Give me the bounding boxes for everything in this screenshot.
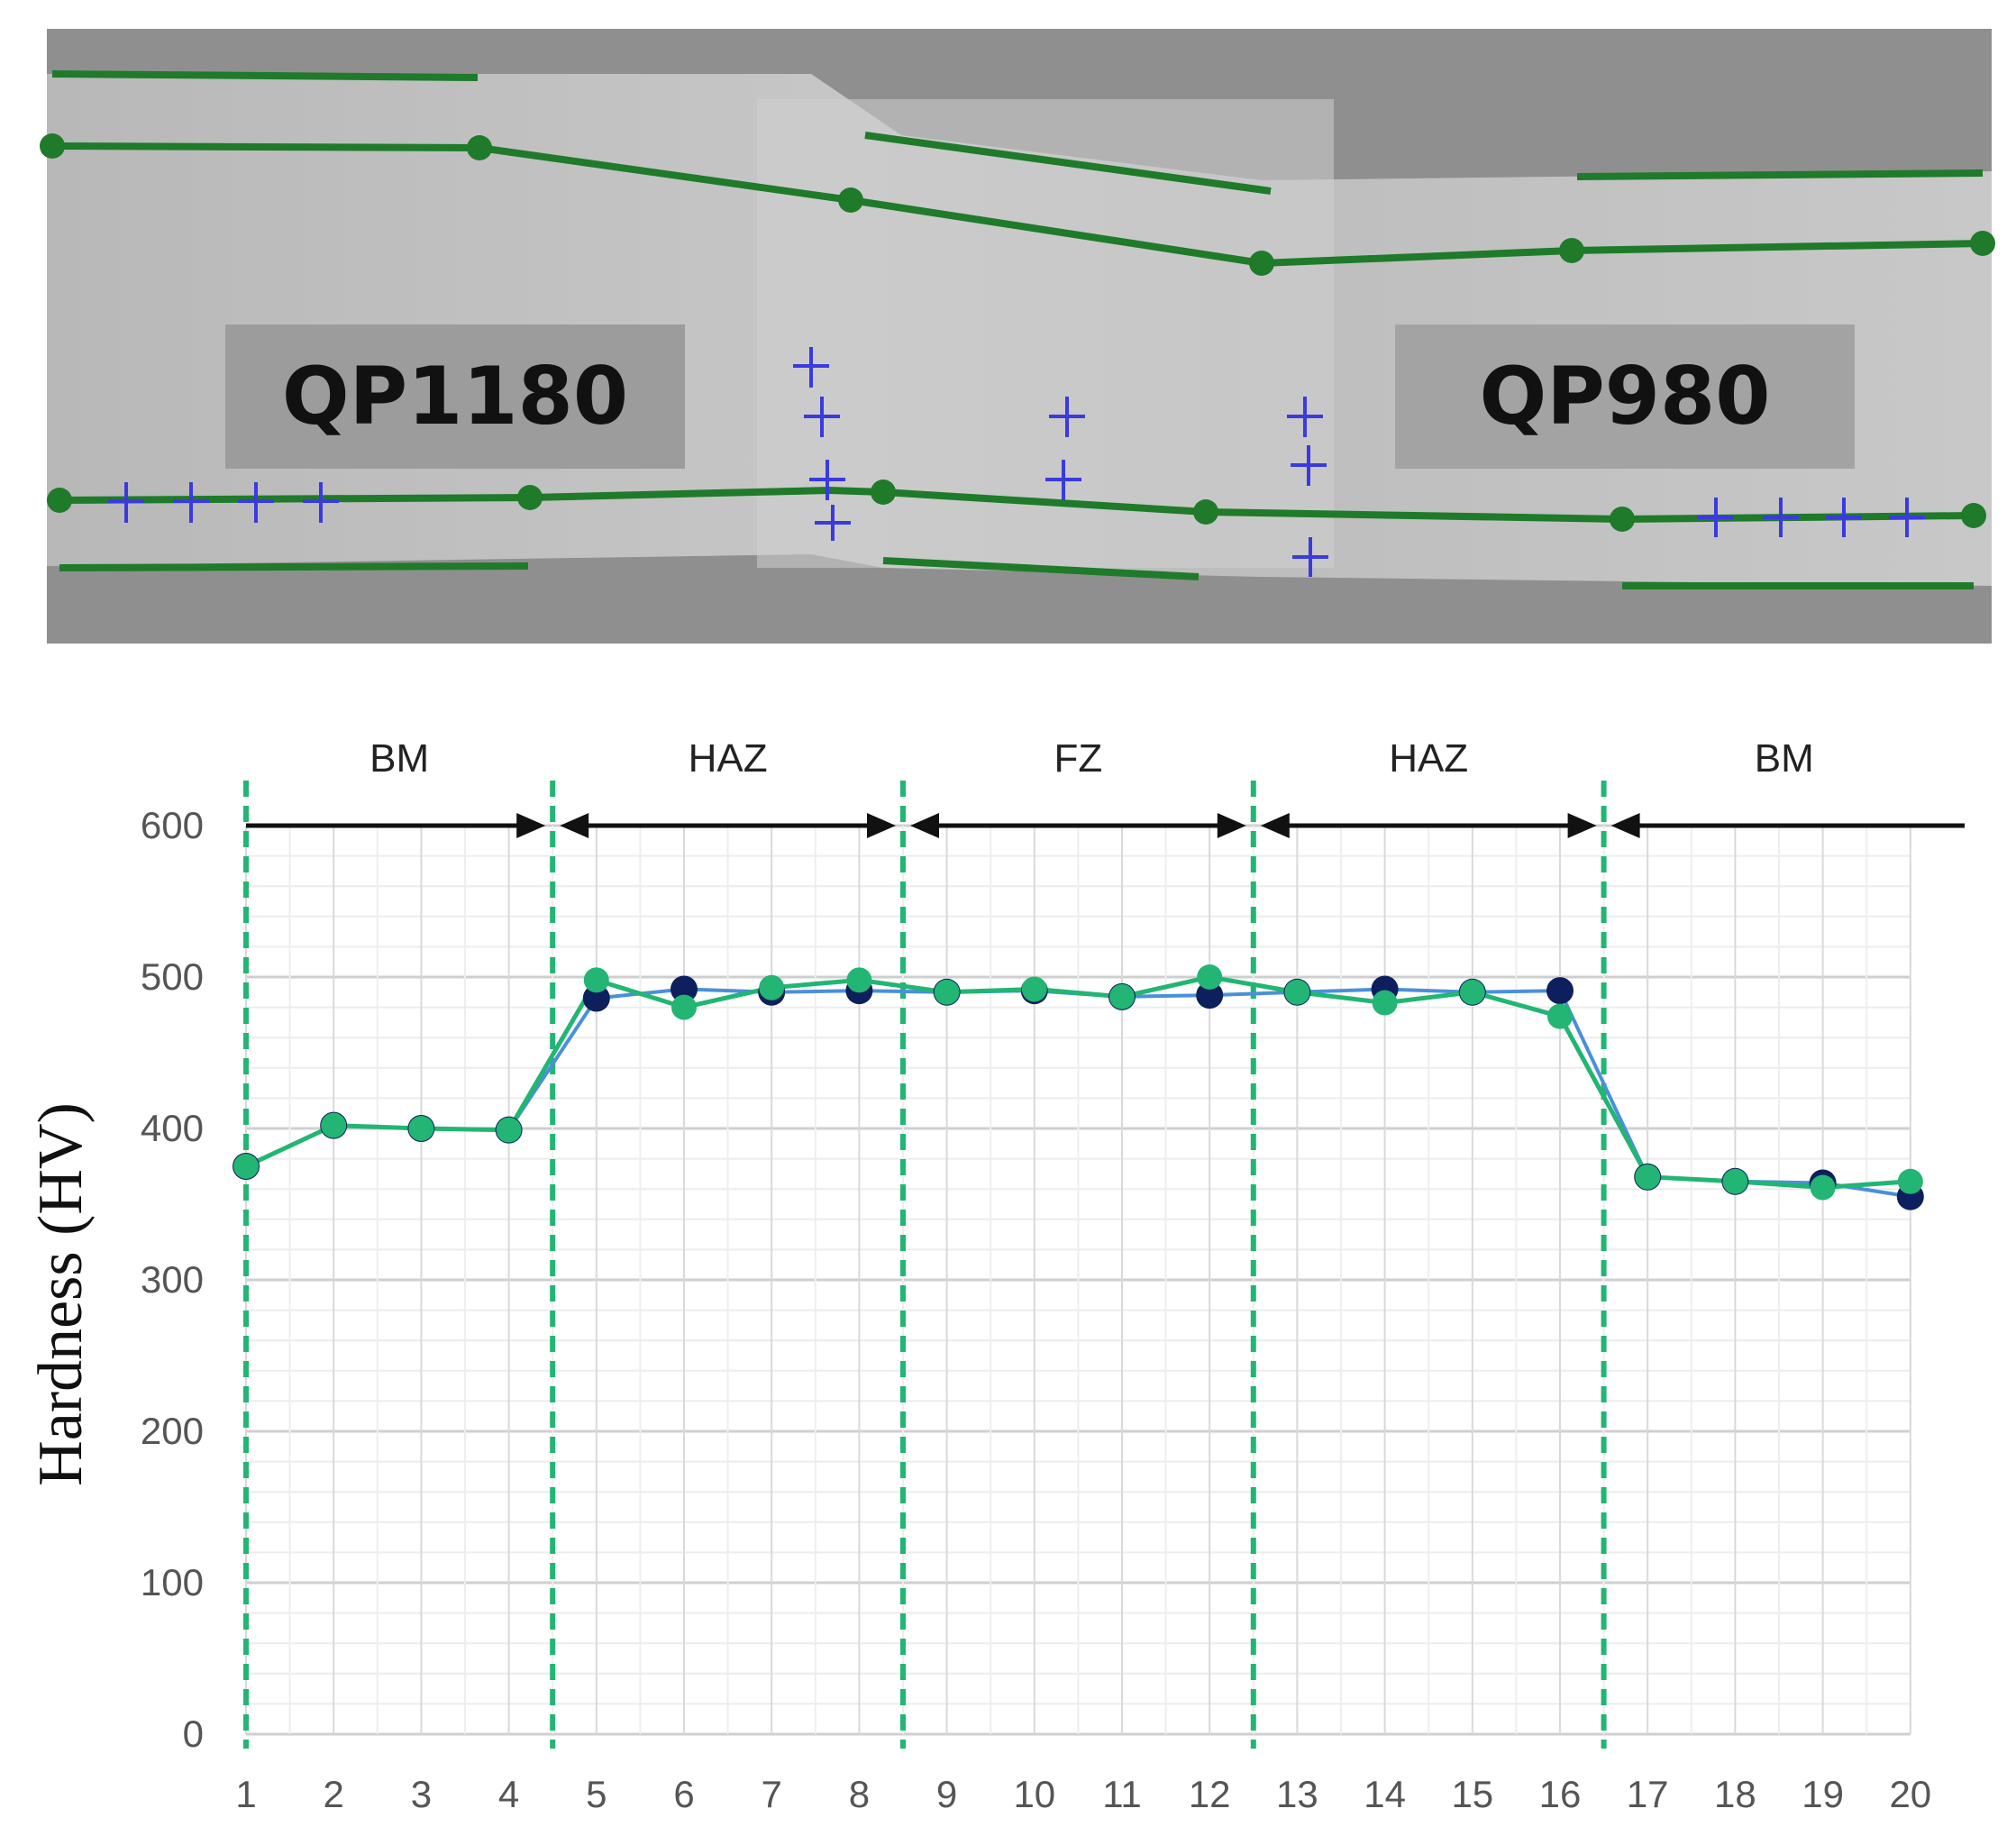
data-point bbox=[934, 979, 960, 1005]
data-point bbox=[1459, 979, 1485, 1005]
zone-label: BM bbox=[1755, 736, 1814, 781]
data-point bbox=[1197, 964, 1223, 990]
y-tick-label: 200 bbox=[141, 1410, 204, 1452]
x-tick-label: 19 bbox=[1802, 1773, 1844, 1815]
data-point bbox=[1284, 979, 1310, 1005]
x-tick-labels: 1 2 3 4 5 6 7 8 9 10 11 12 13 14 15 16 17 18 19 20 bbox=[235, 1773, 1931, 1815]
series-line bbox=[244, 974, 1911, 1191]
x-tick-label: 18 bbox=[1714, 1773, 1756, 1815]
data-point bbox=[408, 1116, 434, 1141]
x-tick-label: 8 bbox=[849, 1773, 870, 1815]
data-point bbox=[670, 975, 698, 1003]
y-axis-label: Hardness (HV) bbox=[26, 1102, 96, 1486]
qp980-label-box bbox=[1395, 324, 1855, 469]
data-point bbox=[846, 967, 872, 993]
zone-arrow-head bbox=[1567, 813, 1597, 838]
data-point bbox=[1897, 1168, 1923, 1194]
zone-boundaries bbox=[243, 781, 1607, 1749]
y-tick-label: 0 bbox=[183, 1713, 204, 1755]
trace-markers bbox=[40, 133, 1995, 532]
data-point bbox=[496, 1117, 522, 1143]
data-points bbox=[233, 964, 1924, 1210]
x-tick-label: 15 bbox=[1451, 1773, 1493, 1815]
data-point bbox=[1547, 1003, 1573, 1029]
data-point bbox=[1196, 982, 1224, 1009]
zone-arrow-head bbox=[1260, 813, 1290, 838]
x-tick-label: 3 bbox=[411, 1773, 432, 1815]
zone-label: HAZ bbox=[1389, 736, 1468, 781]
data-point bbox=[1109, 983, 1135, 1009]
y-tick-label: 100 bbox=[141, 1561, 204, 1603]
zone-arrow-head bbox=[560, 813, 589, 838]
x-tick-label: 7 bbox=[762, 1773, 782, 1815]
zone-label: HAZ bbox=[689, 736, 768, 781]
zone-arrows bbox=[246, 813, 1965, 838]
qp1180-label: QP1180 bbox=[282, 350, 628, 443]
y-tick-label: 600 bbox=[141, 804, 204, 846]
indent-marks bbox=[108, 347, 1925, 577]
qp1180-label-box bbox=[225, 324, 685, 469]
grid bbox=[245, 824, 1911, 1736]
zone-arrow-head bbox=[516, 813, 546, 838]
x-tick-label: 16 bbox=[1539, 1773, 1582, 1815]
qp980-label: QP980 bbox=[1480, 350, 1771, 443]
y-tick-label: 300 bbox=[141, 1258, 204, 1301]
zone-label: BM bbox=[369, 736, 429, 781]
data-point bbox=[583, 967, 609, 993]
data-point bbox=[1546, 977, 1574, 1005]
data-point bbox=[582, 984, 610, 1012]
x-tick-label: 9 bbox=[936, 1773, 957, 1815]
data-point bbox=[1722, 1168, 1748, 1194]
y-tick-labels: 0 100 200 300 400 500 600 bbox=[141, 804, 204, 1755]
micrograph: QP1180 QP980 bbox=[40, 29, 1995, 644]
data-point bbox=[1635, 1164, 1661, 1190]
zone-arrow-head bbox=[910, 813, 939, 838]
zone-labels: BM HAZ FZ HAZ BM bbox=[369, 736, 1814, 781]
data-point bbox=[321, 1112, 347, 1138]
zone-arrow-head bbox=[1610, 813, 1640, 838]
y-tick-label: 400 bbox=[141, 1107, 204, 1149]
x-tick-label: 5 bbox=[586, 1773, 607, 1815]
data-point bbox=[1810, 1174, 1836, 1201]
data-point bbox=[671, 994, 697, 1020]
x-tick-label: 10 bbox=[1013, 1773, 1055, 1815]
series-lines bbox=[244, 974, 1911, 1199]
x-tick-label: 11 bbox=[1102, 1773, 1142, 1815]
y-tick-label: 500 bbox=[141, 955, 204, 998]
x-tick-label: 6 bbox=[673, 1773, 694, 1815]
data-point bbox=[1372, 990, 1398, 1016]
zone-arrow-head bbox=[867, 813, 896, 838]
data-point bbox=[759, 974, 785, 1000]
x-tick-label: 4 bbox=[498, 1773, 519, 1815]
x-tick-label: 12 bbox=[1189, 1773, 1231, 1815]
x-tick-label: 20 bbox=[1889, 1773, 1931, 1815]
zone-label: FZ bbox=[1054, 736, 1103, 781]
x-tick-label: 17 bbox=[1627, 1773, 1669, 1815]
zone-arrow-head bbox=[1217, 813, 1246, 838]
data-point bbox=[1021, 976, 1047, 1002]
x-tick-label: 2 bbox=[324, 1773, 344, 1815]
x-tick-label: 1 bbox=[235, 1773, 256, 1815]
x-tick-label: 14 bbox=[1364, 1773, 1406, 1815]
x-tick-label: 13 bbox=[1276, 1773, 1318, 1815]
data-point bbox=[233, 1154, 259, 1179]
